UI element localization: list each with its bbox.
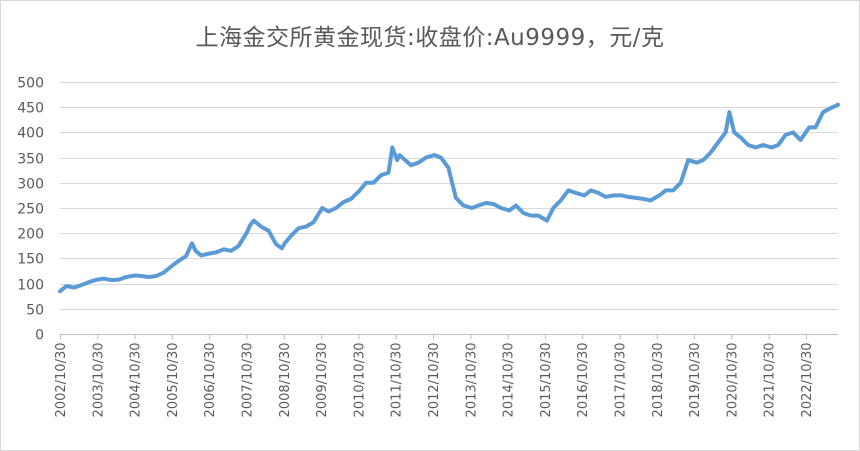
x-tick-label: 2016/10/30: [576, 343, 591, 418]
y-tick-label: 500: [17, 76, 44, 92]
y-tick-label: 200: [17, 227, 44, 243]
y-tick-label: 100: [17, 278, 44, 294]
x-tick-label: 2019/10/30: [688, 343, 703, 418]
x-tick-label: 2013/10/30: [464, 343, 479, 418]
x-axis: [60, 334, 838, 340]
x-axis-tick-labels: 2002/10/30 2003/10/30 2004/10/30 2005/10/30…: [54, 343, 815, 418]
x-tick-label: 2006/10/30: [203, 343, 218, 418]
x-tick-label: 2005/10/30: [166, 343, 181, 418]
series-group: [58, 102, 840, 294]
x-tick-label: 2015/10/30: [539, 343, 554, 418]
x-tick-label: 2011/10/30: [390, 343, 405, 418]
x-tick-label: 2009/10/30: [315, 343, 330, 418]
x-tick-label: 2003/10/30: [91, 343, 106, 418]
x-tick-label: 2012/10/30: [427, 343, 442, 418]
y-tick-label: 400: [17, 126, 44, 142]
x-tick-label: 2007/10/30: [241, 343, 256, 418]
x-tick-label: 2022/10/30: [800, 343, 815, 418]
x-tick-label: 2020/10/30: [725, 343, 740, 418]
x-tick-label: 2018/10/30: [651, 343, 666, 418]
x-tick-label: 2004/10/30: [129, 343, 144, 418]
y-tick-label: 350: [17, 152, 44, 168]
y-axis-tick-labels: 0 50 100 150 200 250 300 350 400 450 500: [17, 76, 44, 344]
gridlines: [60, 82, 838, 310]
y-tick-label: 300: [17, 177, 44, 193]
y-tick-label: 450: [17, 101, 44, 117]
y-tick-label: 50: [26, 303, 44, 319]
y-tick-label: 150: [17, 252, 44, 268]
x-tick-label: 2014/10/30: [502, 343, 517, 418]
x-tick-label: 2017/10/30: [614, 343, 629, 418]
y-tick-label: 0: [35, 328, 44, 344]
x-tick-label: 2021/10/30: [763, 343, 778, 418]
chart-title: 上海金交所黄金现货:收盘价:Au9999，元/克: [195, 25, 665, 51]
x-tick-label: 2008/10/30: [278, 343, 293, 418]
y-tick-label: 250: [17, 202, 44, 218]
x-tick-label: 2002/10/30: [54, 343, 69, 418]
x-tick-label: 2010/10/30: [352, 343, 367, 418]
